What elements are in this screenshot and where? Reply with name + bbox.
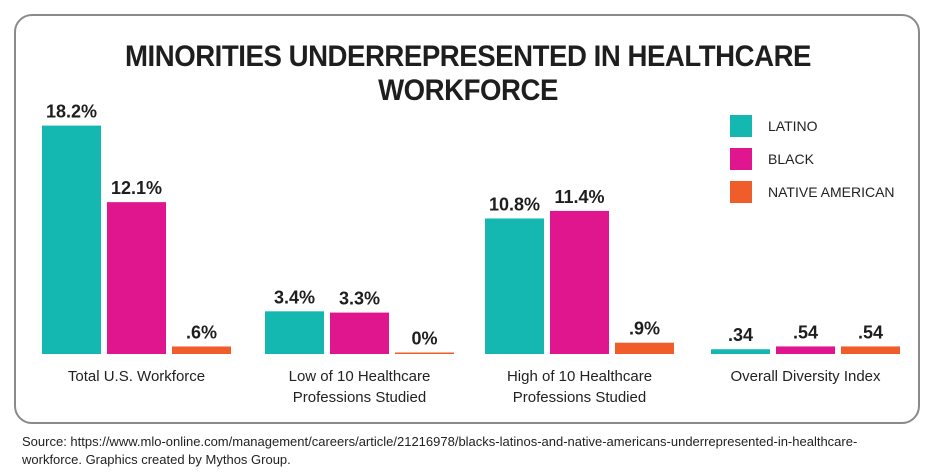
category-label-0: Total U.S. Workforce xyxy=(68,368,205,385)
bar-native-american-0 xyxy=(172,346,231,354)
value-label-latino-1: 3.4% xyxy=(274,287,315,307)
category-label-2: High of 10 Healthcare Professions Studied xyxy=(507,368,652,406)
value-label-native-american-0: .6% xyxy=(186,322,217,342)
bar-black-3 xyxy=(776,346,835,354)
bar-latino-1 xyxy=(265,311,324,354)
legend-item-black: BLACK xyxy=(730,143,895,175)
bar-native-american-2 xyxy=(615,342,674,354)
value-label-latino-0: 18.2% xyxy=(46,102,97,122)
value-label-native-american-2: .9% xyxy=(629,319,660,339)
chart-title: MINORITIES UNDERREPRESENTED IN HEALTHCAR… xyxy=(124,40,812,107)
bar-latino-2 xyxy=(485,218,544,354)
bar-native-american-1 xyxy=(395,352,454,354)
category-label-1: Low of 10 Healthcare Professions Studied xyxy=(289,368,431,406)
value-label-native-american-1: 0% xyxy=(411,329,437,349)
bar-black-0 xyxy=(107,202,166,354)
legend-label-black: BLACK xyxy=(768,151,814,167)
legend-swatch-latino xyxy=(730,115,752,137)
bar-native-american-3 xyxy=(841,346,900,354)
legend: LATINO BLACK NATIVE AMERICAN xyxy=(730,110,895,209)
value-label-black-3: .54 xyxy=(793,322,818,342)
legend-swatch-native-american xyxy=(730,181,752,203)
bar-latino-0 xyxy=(42,125,101,354)
value-label-black-1: 3.3% xyxy=(339,289,380,309)
source-note: Source: https://www.mlo-online.com/manag… xyxy=(22,434,858,467)
category-label-3: Overall Diversity Index xyxy=(730,368,881,385)
value-label-black-2: 11.4% xyxy=(554,187,604,207)
bar-black-1 xyxy=(330,312,389,354)
bar-black-2 xyxy=(550,210,609,354)
value-label-black-0: 12.1% xyxy=(111,178,162,198)
legend-item-latino: LATINO xyxy=(730,110,895,142)
legend-swatch-black xyxy=(730,148,752,170)
legend-label-latino: LATINO xyxy=(768,118,818,134)
legend-label-native-american: NATIVE AMERICAN xyxy=(768,184,895,200)
value-label-latino-3: .34 xyxy=(728,325,753,345)
legend-item-native-american: NATIVE AMERICAN xyxy=(730,176,895,208)
value-label-native-american-3: .54 xyxy=(858,322,883,342)
value-label-latino-2: 10.8% xyxy=(489,194,540,214)
bar-latino-3 xyxy=(711,349,770,354)
